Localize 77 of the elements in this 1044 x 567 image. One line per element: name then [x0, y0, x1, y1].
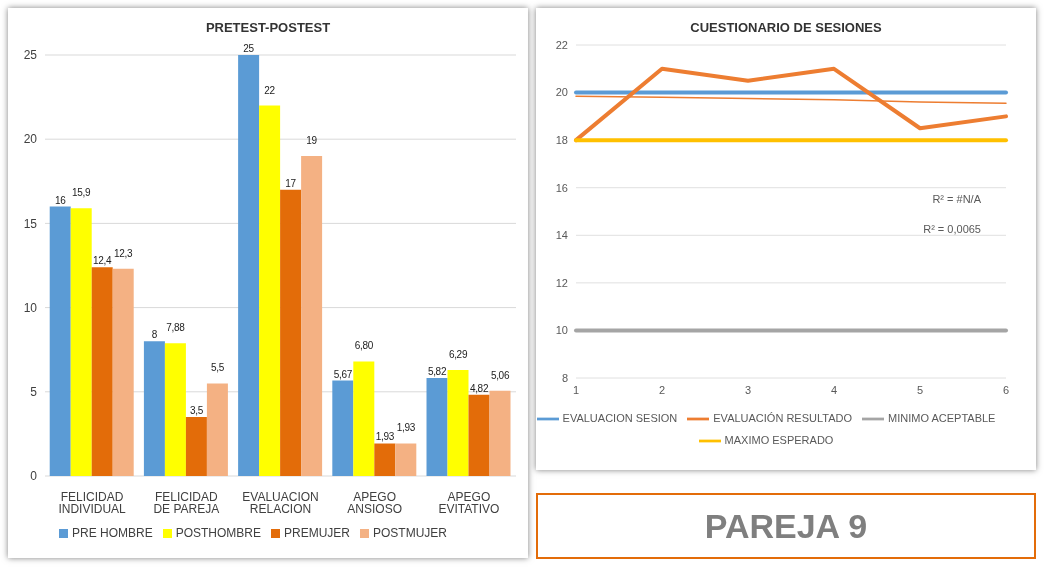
- x-tick-label: 2: [658, 383, 666, 396]
- bar: [395, 443, 417, 476]
- chart-title: PRETEST-POSTEST: [204, 19, 332, 35]
- bar: [238, 55, 260, 476]
- legend-label: MINIMO ACEPTABLE: [888, 411, 996, 424]
- y-tick-label: 15: [23, 216, 38, 231]
- data-label: 8: [151, 329, 158, 341]
- y-tick-label: 8: [561, 371, 568, 384]
- legend-label: EVALUACIÓN RESULTADO: [713, 411, 853, 424]
- y-tick-label: 20: [555, 86, 568, 99]
- data-label: 12,4: [93, 255, 113, 267]
- y-tick-label: 12: [555, 276, 568, 289]
- data-label: 19: [306, 135, 318, 147]
- data-label: 15,9: [72, 187, 92, 199]
- data-label: 22: [264, 84, 276, 96]
- legend-label: PRE HOMBRE: [71, 526, 153, 540]
- bar: [206, 383, 228, 476]
- x-tick-label: 3: [744, 383, 752, 396]
- y-tick-label: 22: [555, 38, 568, 51]
- bar: [489, 390, 511, 476]
- data-label: 6,80: [354, 340, 374, 352]
- data-label: 5,67: [333, 368, 353, 380]
- data-label: 1,93: [375, 431, 395, 443]
- bar: [332, 380, 354, 476]
- legend-label: POSTHOMBRE: [175, 526, 261, 540]
- x-tick-label: 6: [1002, 383, 1010, 396]
- data-label: 3,5: [189, 405, 204, 417]
- data-label: 12,3: [114, 247, 134, 259]
- annotation: R² = #N/A: [932, 193, 981, 205]
- data-label: 5,5: [210, 362, 225, 374]
- legend-label: MAXIMO ESPERADO: [724, 433, 834, 446]
- x-tick-label: APEGO ANSIOSO: [347, 489, 403, 516]
- data-label: 5,82: [427, 365, 447, 377]
- chart-title: CUESTIONARIO DE SESIONES: [689, 19, 883, 35]
- x-tick-label: 1: [572, 383, 580, 396]
- bar: [112, 268, 134, 476]
- data-label: 7,88: [166, 322, 186, 334]
- y-tick-label: 14: [555, 229, 568, 242]
- y-tick-label: 0: [30, 469, 38, 484]
- x-tick-label: 5: [916, 383, 924, 396]
- x-tick-label: 4: [830, 383, 838, 396]
- data-label: 4,82: [469, 382, 489, 394]
- data-label: 1,93: [396, 422, 416, 434]
- bar: [447, 370, 469, 476]
- bar: [468, 394, 490, 476]
- bar: [280, 189, 302, 476]
- bar: [185, 417, 207, 476]
- data-label: 17: [285, 177, 297, 189]
- legend-label: PREMUJER: [284, 526, 351, 540]
- y-tick-label: 25: [23, 48, 38, 63]
- bar: [91, 267, 113, 476]
- data-label: 16: [54, 194, 67, 206]
- y-tick-label: 18: [555, 134, 568, 147]
- bar: [164, 343, 186, 476]
- bar: [143, 341, 165, 476]
- x-tick-label: APEGO EVITATIVO: [438, 489, 500, 516]
- bar: [374, 443, 396, 476]
- x-tick-label: FELICIDAD DE PAREJA: [153, 489, 220, 516]
- data-label: 5,06: [490, 369, 510, 381]
- bar: [301, 156, 323, 476]
- bar: [70, 208, 92, 476]
- legend-label: POSTMUJER: [373, 526, 448, 540]
- bar: [259, 105, 281, 476]
- annotation: R² = 0,0065: [923, 223, 981, 235]
- x-tick-label: EVALUACION RELACION: [242, 489, 319, 516]
- bar: [353, 361, 375, 476]
- data-label: 25: [243, 43, 255, 54]
- bar: [426, 377, 448, 476]
- y-tick-label: 10: [23, 300, 38, 315]
- legend-label: EVALUACION SESION: [562, 411, 678, 424]
- bar: [49, 206, 71, 476]
- data-label: 6,29: [448, 349, 468, 361]
- y-tick-label: 20: [23, 132, 38, 147]
- text: PAREJA 9: [704, 506, 868, 546]
- y-tick-label: 16: [555, 181, 568, 194]
- y-tick-label: 10: [555, 324, 568, 337]
- x-tick-label: FELICIDAD INDIVIDUAL: [58, 489, 127, 516]
